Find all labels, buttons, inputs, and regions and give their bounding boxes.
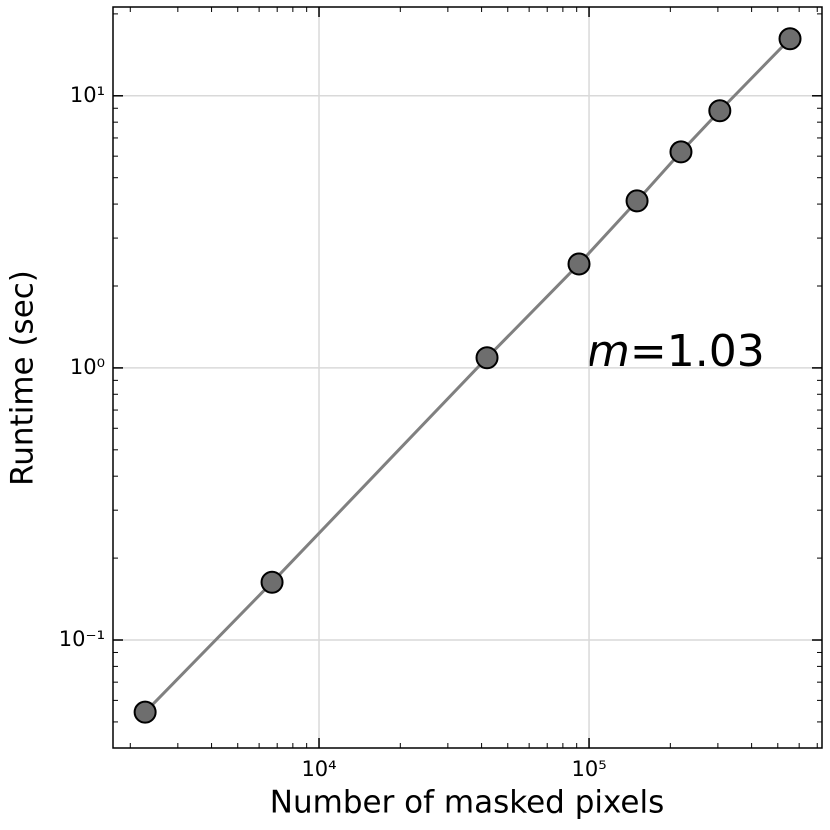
point [778,27,802,51]
x-tick-label: 10⁵ [571,757,606,781]
point [260,570,284,594]
y-tick-label: 10⁰ [70,355,105,379]
point [475,346,499,370]
point [133,700,157,724]
annotation-text: =1.03 [630,326,765,377]
y-axis-label: Runtime (sec) [5,270,41,486]
annotation: m=1.03 [587,326,765,377]
x-axis-label: Number of masked pixels [270,785,664,821]
annotation-variable: m [587,326,630,377]
y-tick-label: 10¹ [70,83,105,107]
y-tick-label: 10⁻¹ [59,627,105,651]
point [567,252,591,276]
point [625,189,649,213]
plot-frame [112,6,823,749]
x-tick-label: 10⁴ [301,757,336,781]
point [708,99,732,123]
point [669,140,693,164]
